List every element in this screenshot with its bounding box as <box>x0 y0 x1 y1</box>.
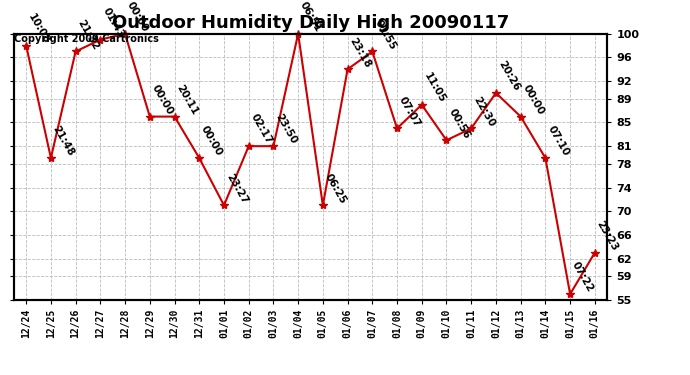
Text: 00:00: 00:00 <box>150 83 175 117</box>
Text: 01:43: 01:43 <box>100 6 126 40</box>
Text: 22:30: 22:30 <box>471 95 496 128</box>
Text: 23:23: 23:23 <box>595 219 620 253</box>
Text: 00:56: 00:56 <box>446 106 472 140</box>
Title: Outdoor Humidity Daily High 20090117: Outdoor Humidity Daily High 20090117 <box>112 14 509 32</box>
Text: 00:00: 00:00 <box>521 83 546 117</box>
Text: 23:50: 23:50 <box>273 112 299 146</box>
Text: 23:18: 23:18 <box>348 36 373 69</box>
Text: 00:00: 00:00 <box>199 124 224 158</box>
Text: 00:00: 00:00 <box>125 0 150 34</box>
Text: Copyright 2009 Cartronics: Copyright 2009 Cartronics <box>14 34 159 44</box>
Text: 07:22: 07:22 <box>570 260 595 294</box>
Text: 20:11: 20:11 <box>175 83 199 117</box>
Text: 21:32: 21:32 <box>76 18 101 51</box>
Text: 20:26: 20:26 <box>496 59 521 93</box>
Text: 23:27: 23:27 <box>224 171 249 206</box>
Text: 07:10: 07:10 <box>545 124 571 158</box>
Text: 06:25: 06:25 <box>323 172 348 206</box>
Text: 10:08: 10:08 <box>26 12 51 46</box>
Text: 06:51: 06:51 <box>298 0 324 34</box>
Text: 02:17: 02:17 <box>248 112 274 146</box>
Text: 21:48: 21:48 <box>51 124 76 158</box>
Text: 07:07: 07:07 <box>397 94 422 128</box>
Text: 01:55: 01:55 <box>373 18 397 51</box>
Text: 11:05: 11:05 <box>422 71 447 105</box>
